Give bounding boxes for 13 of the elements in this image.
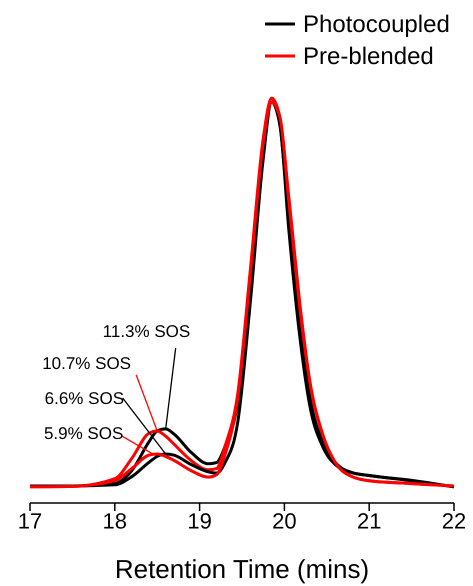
annotation: 6.6% SOS bbox=[44, 389, 124, 408]
x-tick-label: 20 bbox=[272, 508, 297, 534]
x-tick-label: 22 bbox=[442, 508, 466, 534]
annotation: 10.7% SOS bbox=[42, 354, 132, 373]
annotation: 5.9% SOS bbox=[44, 424, 124, 444]
annotation: 11.3% SOS bbox=[102, 322, 190, 341]
x-tick-label: 19 bbox=[187, 508, 212, 534]
x-axis-title: Retention Time (mins) bbox=[114, 554, 370, 584]
legend-label: Pre-blended bbox=[303, 43, 434, 70]
x-tick-label: 21 bbox=[356, 508, 382, 534]
legend-label: Photocoupled bbox=[303, 11, 450, 38]
x-tick-label: 18 bbox=[102, 508, 128, 534]
x-tick-label: 17 bbox=[18, 508, 42, 534]
